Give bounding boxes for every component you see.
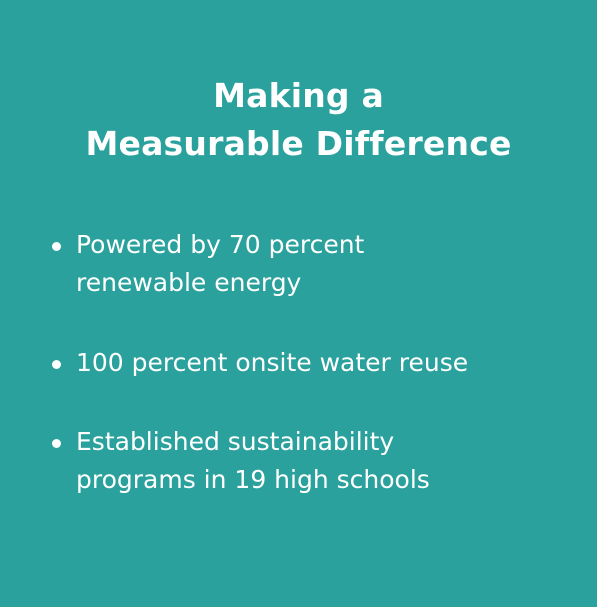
bullet-text-line-1: Established sustainability — [76, 427, 395, 456]
bullet-text-line-1: Powered by 70 percent — [76, 230, 365, 259]
bullet-text-line-1: 100 percent onsite water reuse — [76, 348, 469, 377]
headline-line-2: Measurable Difference — [85, 124, 512, 163]
headline-line-1: Making a — [213, 76, 384, 115]
bullet-dot-icon — [52, 439, 61, 448]
bullet-text-line-2: renewable energy — [76, 268, 302, 297]
bullet-text: Powered by 70 percent renewable energy — [76, 226, 364, 302]
bullet-text: 100 percent onsite water reuse — [76, 344, 468, 382]
headline: Making a Measurable Difference — [0, 72, 597, 168]
bullet-dot-icon — [52, 360, 61, 369]
bullet-text: Established sustainability programs in 1… — [76, 423, 430, 499]
bullet-text-line-2: programs in 19 high schools — [76, 465, 430, 494]
bullet-dot-icon — [52, 242, 61, 251]
